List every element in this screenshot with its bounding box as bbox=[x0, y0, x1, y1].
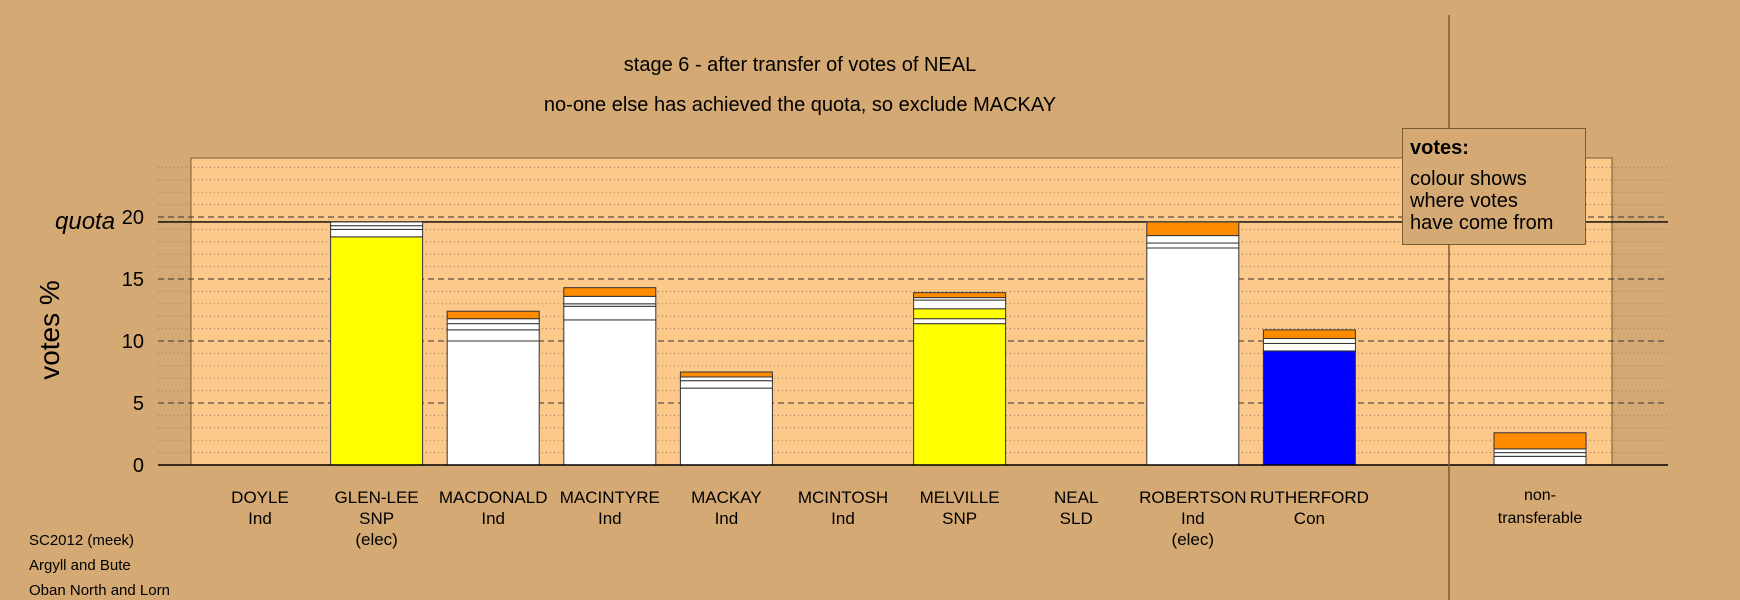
candidate-party-label: Ind bbox=[481, 509, 505, 528]
bar-segment-macdonald bbox=[446, 323, 540, 331]
bar-segment-robertson bbox=[1146, 221, 1240, 237]
bar-segment-macintyre bbox=[563, 305, 657, 321]
bar-segment-melville bbox=[913, 308, 1007, 320]
y-tick-label: 0 bbox=[133, 455, 144, 477]
bar-segment-mackay bbox=[679, 387, 773, 466]
candidate-party-label: Ind bbox=[598, 509, 622, 528]
legend-line: where votes bbox=[1410, 190, 1518, 212]
candidate-name-label: MCINTOSH bbox=[798, 488, 888, 507]
candidate-name-label: GLEN-LEE bbox=[335, 488, 419, 507]
legend-line: colour shows bbox=[1410, 168, 1527, 190]
bar-segment-rutherford bbox=[1262, 350, 1356, 466]
candidate-status-label: (elec) bbox=[355, 530, 398, 549]
y-axis-label: votes % bbox=[34, 280, 65, 380]
candidate-party-label: Ind bbox=[715, 509, 739, 528]
candidate-name-label: MACINTYRE bbox=[560, 488, 660, 507]
y-tick-label: 15 bbox=[122, 269, 144, 291]
chart-subtitle: no-one else has achieved the quota, so e… bbox=[543, 94, 1057, 116]
bar-segment-nontransferable bbox=[1493, 448, 1587, 454]
candidate-party-label: Ind bbox=[1181, 509, 1205, 528]
legend-box: votes: colour shows where votes have com… bbox=[1402, 128, 1586, 245]
bar-segment-mackay bbox=[679, 380, 773, 389]
plot-area bbox=[190, 157, 1613, 466]
bar-segment-macdonald bbox=[446, 340, 540, 466]
y-tick-label: 20 bbox=[122, 207, 144, 229]
bar-segment-glen-lee bbox=[330, 228, 424, 238]
bar-segment-nontransferable bbox=[1493, 452, 1587, 457]
bar-segment-macdonald bbox=[446, 310, 540, 320]
bar-segment-glen-lee bbox=[330, 236, 424, 466]
bar-segment-macdonald bbox=[446, 329, 540, 342]
candidate-name-label: MELVILLE bbox=[920, 488, 1000, 507]
bar-segment-glen-lee bbox=[330, 221, 424, 227]
bar-segment-melville bbox=[913, 292, 1007, 299]
bar-segment-macintyre bbox=[563, 295, 657, 305]
bar-segment-melville bbox=[913, 299, 1007, 310]
bar-segment-rutherford bbox=[1262, 338, 1356, 344]
candidate-party-label: SLD bbox=[1060, 509, 1093, 528]
bar-segment-mackay bbox=[679, 376, 773, 382]
legend-heading: votes: bbox=[1410, 137, 1469, 159]
legend-line: have come from bbox=[1410, 212, 1554, 234]
bar-segment-mackay bbox=[679, 371, 773, 378]
bar-segment-macintyre bbox=[563, 287, 657, 297]
bar-segment-robertson bbox=[1146, 235, 1240, 244]
footer-election: SC2012 (meek) bbox=[29, 532, 135, 549]
candidate-name-label: NEAL bbox=[1054, 488, 1098, 507]
candidate-party-label: Ind bbox=[831, 509, 855, 528]
bar-segment-rutherford bbox=[1262, 329, 1356, 340]
y-tick-label: 5 bbox=[133, 393, 144, 415]
candidate-party-label: Con bbox=[1294, 509, 1325, 528]
bar-segment-macdonald bbox=[446, 318, 540, 325]
candidate-name-label: DOYLE bbox=[231, 488, 289, 507]
candidate-name-label: ROBERTSON bbox=[1139, 488, 1246, 507]
bar-segment-macintyre bbox=[563, 319, 657, 466]
candidate-party-label: SNP bbox=[942, 509, 977, 528]
candidate-status-label: (elec) bbox=[1172, 530, 1215, 549]
bar-segment-melville bbox=[913, 318, 1007, 325]
bar-segment-robertson bbox=[1146, 247, 1240, 466]
candidate-name-label: RUTHERFORD bbox=[1250, 488, 1369, 507]
candidate-name-label: MACDONALD bbox=[439, 488, 548, 507]
bar-segment-nontransferable bbox=[1493, 432, 1587, 450]
chart-title: stage 6 - after transfer of votes of NEA… bbox=[623, 54, 977, 76]
bar-segment-nontransferable bbox=[1493, 455, 1587, 466]
footer-ward: Oban North and Lorn bbox=[29, 582, 170, 599]
quota-label: quota bbox=[55, 208, 116, 235]
bar-segment-melville bbox=[913, 323, 1007, 466]
candidate-party-label: SNP bbox=[359, 509, 394, 528]
bar-segment-robertson bbox=[1146, 242, 1240, 249]
nontransferable-label: non- bbox=[1524, 487, 1556, 504]
bar-segment-rutherford bbox=[1262, 342, 1356, 352]
nontransferable-label: transferable bbox=[1498, 510, 1583, 527]
bar-segment-glen-lee bbox=[330, 225, 424, 230]
candidate-party-label: Ind bbox=[248, 509, 272, 528]
candidate-name-label: MACKAY bbox=[691, 488, 762, 507]
y-tick-label: 10 bbox=[122, 331, 144, 353]
footer-council: Argyll and Bute bbox=[29, 557, 131, 574]
